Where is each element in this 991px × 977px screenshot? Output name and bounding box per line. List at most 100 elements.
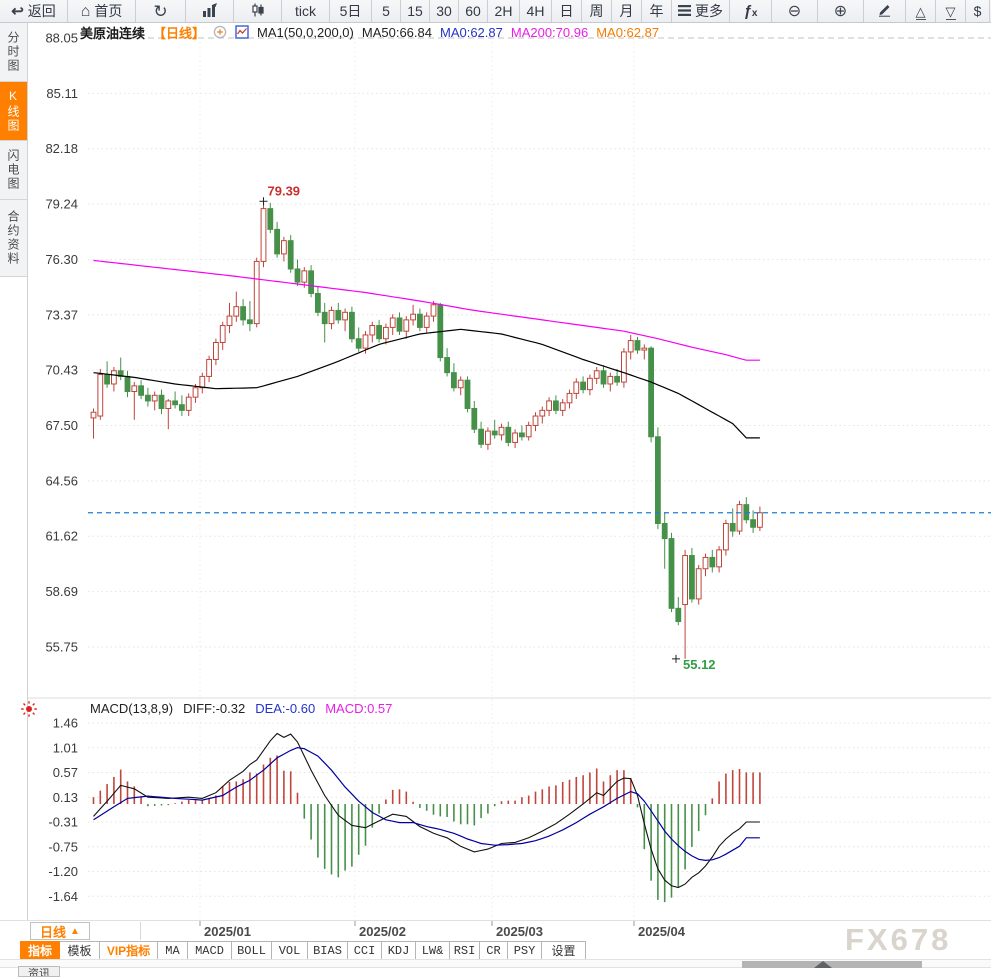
tab-rsi[interactable]: RSI — [450, 941, 480, 960]
toolbar-home-button[interactable]: ⌂ 首页 — [68, 0, 136, 22]
toolbar-period-5d-button[interactable]: 5日 — [330, 0, 372, 22]
toolbar-refresh-button[interactable]: ↻ — [136, 0, 186, 22]
indicator-settings-icon[interactable] — [20, 700, 38, 718]
tab-bias[interactable]: BIAS — [308, 941, 348, 960]
macd-axis-label: 1.46 — [53, 716, 78, 731]
toolbar-period-30m-button[interactable]: 30 — [430, 0, 459, 22]
toolbar-period-month-button[interactable]: 月 — [612, 0, 642, 22]
toolbar-period-5m-label: 5 — [382, 3, 390, 19]
ma0-orange-value: MA0:62.87 — [596, 24, 660, 40]
tab-vip-indicator[interactable]: VIP指标 — [100, 941, 158, 960]
sidebar-item-contract-info[interactable]: 合约资料 — [0, 200, 27, 277]
toolbar-period-week-button[interactable]: 周 — [582, 0, 612, 22]
tab-settings[interactable]: 设置 — [542, 941, 586, 960]
low-price-annotation: 55.12 — [683, 657, 716, 672]
toolbar-more-button[interactable]: 更多 — [672, 0, 730, 22]
toolbar-period-tick-button[interactable]: tick — [282, 0, 330, 22]
toolbar-period-4h-label: 4H — [526, 3, 545, 19]
indicator-tab-row: 指标 模板 VIP指标 MA MACD BOLL VOL BIAS CCI KDJ LW& RSI CR… — [20, 941, 586, 960]
toolbar-period-year-label: 年 — [649, 3, 664, 19]
price-axis-label: 64.56 — [45, 473, 78, 488]
home-icon: ⌂ — [80, 2, 91, 20]
tab-cci[interactable]: CCI — [348, 941, 382, 960]
ma200-value: MA200:70.96 — [510, 24, 589, 40]
chart-title-row: 美原油连续 【日线】 MA1(50,0,200,0) MA50:66.84 MA… — [80, 24, 660, 41]
toolbar-period-15m-button[interactable]: 15 — [401, 0, 430, 22]
toolbar-back-label: 返回 — [27, 3, 56, 19]
toolbar-back-button[interactable]: ↩ 返回 — [0, 0, 68, 22]
high-price-annotation: 79.39 — [268, 183, 301, 198]
tab-news[interactable]: 资讯 — [18, 966, 60, 977]
toolbar-period-60m-button[interactable]: 60 — [459, 0, 488, 22]
toolbar-chart-type-bar-button[interactable] — [186, 0, 234, 22]
toolbar-period-2h-label: 2H — [494, 3, 513, 19]
ma-settings-label: MA1(50,0,200,0) — [257, 24, 354, 40]
toolbar-period-2h-button[interactable]: 2H — [488, 0, 520, 22]
toolbar-period-year-button[interactable]: 年 — [642, 0, 672, 22]
tab-indicator[interactable]: 指标 — [20, 941, 60, 960]
tab-kdj[interactable]: KDJ — [382, 941, 416, 960]
macd-name: MACD(13,8,9) — [90, 701, 174, 716]
price-axis-label: 85.11 — [46, 86, 78, 101]
refresh-icon: ↻ — [153, 1, 168, 21]
triangle-up-icon: ▲ — [70, 925, 80, 937]
tab-ma[interactable]: MA — [158, 941, 188, 960]
macd-axis-label: -0.31 — [48, 815, 78, 830]
triangle-up-icon: △ — [915, 4, 926, 20]
period-selector-button[interactable]: 日线 ▲ — [30, 922, 90, 940]
axis-labels-layer: 88.05 85.11 82.18 79.24 76.30 73.37 70.43 67.50… — [45, 31, 78, 904]
add-indicator-icon[interactable] — [213, 25, 227, 39]
ma-lines-layer — [93, 259, 760, 439]
price-axis-label: 70.43 — [45, 363, 78, 378]
left-sidebar: 分时图 K线图 闪电图 合约资料 — [0, 23, 28, 920]
toolbar-period-5m-button[interactable]: 5 — [372, 0, 401, 22]
bottom-scrollbar-track — [0, 959, 991, 968]
chart-canvas[interactable]: 88.05 85.11 82.18 79.24 76.30 73.37 70.43 67.50… — [0, 0, 991, 932]
tab-lwr[interactable]: LW& — [416, 941, 450, 960]
tab-template[interactable]: 模板 — [60, 941, 100, 960]
toolbar-draw-button[interactable] — [864, 0, 906, 22]
tab-vol[interactable]: VOL — [272, 941, 308, 960]
tab-macd[interactable]: MACD — [188, 941, 232, 960]
price-axis-label: 73.37 — [45, 307, 78, 322]
toolbar-formula-button[interactable]: ƒx — [730, 0, 772, 22]
sidebar-item-time-chart[interactable]: 分时图 — [0, 23, 27, 82]
bottom-scrollbar-thumb[interactable] — [742, 961, 922, 968]
price-axis-label: 76.30 — [45, 252, 78, 267]
toolbar-period-month-label: 月 — [619, 3, 634, 19]
bar-chart-icon — [202, 2, 218, 20]
sidebar-item-flash-chart[interactable]: 闪电图 — [0, 141, 27, 200]
mini-chart-icon[interactable] — [235, 25, 249, 39]
toolbar-period-4h-button[interactable]: 4H — [520, 0, 552, 22]
price-axis-label: 58.69 — [45, 584, 78, 599]
back-arrow-icon: ↩ — [11, 3, 24, 20]
tab-cr[interactable]: CR — [480, 941, 508, 960]
toolbar-alert-down-button[interactable]: ▽ — [936, 0, 966, 22]
toolbar-more-label: 更多 — [695, 3, 723, 19]
toolbar-period-tick-label: tick — [295, 3, 316, 19]
panel-resize-arrow-icon[interactable] — [814, 961, 832, 968]
candles-layer — [90, 201, 763, 659]
toolbar-zoom-in-button[interactable]: ⊕ — [818, 0, 864, 22]
sidebar-item-kline-chart[interactable]: K线图 — [0, 82, 27, 141]
macd-axis-label: -1.20 — [48, 864, 78, 879]
x-axis-row: 日线 ▲ 2025/01 2025/02 2025/03 2025/04 — [0, 920, 991, 940]
toolbar-alert-up-button[interactable]: △ — [906, 0, 936, 22]
toolbar-period-5d-label: 5日 — [339, 3, 362, 19]
price-axis-label: 79.24 — [45, 197, 78, 212]
tab-boll[interactable]: BOLL — [232, 941, 272, 960]
zoom-out-icon: ⊖ — [787, 2, 802, 20]
macd-axis-label: 0.57 — [53, 765, 78, 780]
toolbar-zoom-out-button[interactable]: ⊖ — [772, 0, 818, 22]
toolbar-period-day-button[interactable]: 日 — [552, 0, 582, 22]
period-selector-label: 日线 — [40, 924, 67, 940]
toolbar-dollar-button[interactable]: $ — [966, 0, 990, 22]
toolbar-chart-type-candle-button[interactable] — [234, 0, 282, 22]
menu-icon — [678, 3, 691, 19]
tab-psy[interactable]: PSY — [508, 941, 542, 960]
x-label-mar: 2025/03 — [496, 924, 543, 939]
x-label-apr: 2025/04 — [638, 924, 685, 939]
fx678-watermark: FX678 — [845, 922, 952, 957]
fx-icon: ƒx — [743, 2, 758, 20]
macd-header: MACD(13,8,9) DIFF:-0.32 DEA:-0.60 MACD:0… — [90, 701, 392, 716]
